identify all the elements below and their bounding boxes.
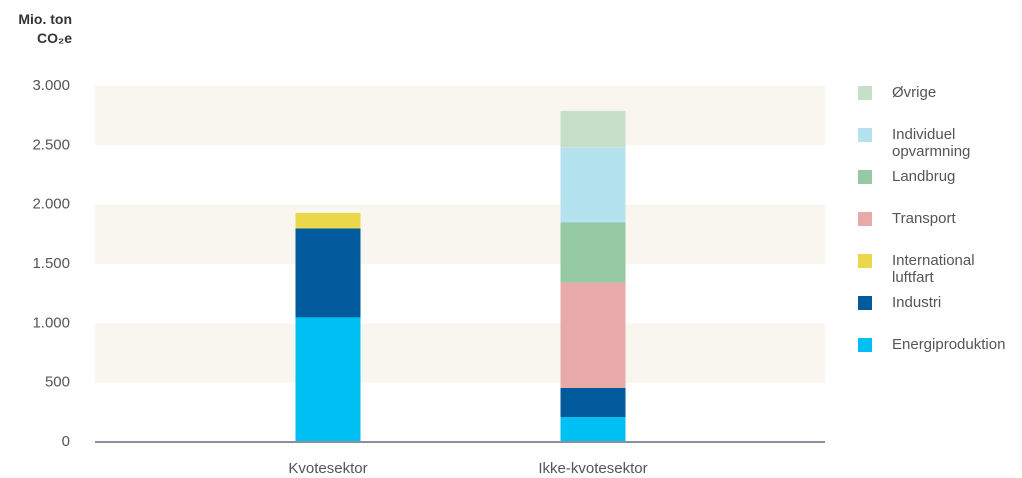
legend-label: Industri	[892, 294, 942, 311]
legend-swatch	[858, 170, 872, 184]
legend-label: International luftfart	[892, 252, 975, 286]
bar-segment	[295, 212, 361, 229]
y-tick-label: 1.500	[32, 255, 70, 272]
bar-segment	[560, 282, 626, 389]
bar-segment	[295, 228, 361, 318]
grid-band	[95, 86, 825, 146]
legend-label: Transport	[892, 210, 956, 227]
y-tick-label: 500	[45, 374, 70, 391]
bar-segment	[560, 388, 626, 418]
grid-band	[95, 204, 825, 264]
legend-swatch	[858, 128, 872, 142]
y-tick-label: 2.000	[32, 196, 70, 213]
bar-segment	[295, 317, 361, 442]
y-tick-label: 1.000	[32, 314, 70, 331]
legend-swatch	[858, 296, 872, 310]
legend: Øvrige Individuel opvarmning Landbrug Trans…	[858, 84, 1018, 378]
bar-segment	[560, 110, 626, 148]
legend-label: Landbrug	[892, 168, 956, 185]
legend-item: Transport	[858, 210, 1018, 252]
bar-segment	[560, 147, 626, 223]
bar-segment	[560, 222, 626, 283]
grid-band	[95, 323, 825, 383]
legend-item: Øvrige	[858, 84, 1018, 126]
legend-label: Energiproduktion	[892, 336, 1006, 353]
y-axis-title: Mio. ton CO₂e	[18, 11, 72, 46]
y-tick-label: 0	[62, 433, 70, 450]
legend-swatch	[858, 212, 872, 226]
legend-item: Landbrug	[858, 168, 1018, 210]
legend-item: Industri	[858, 294, 1018, 336]
legend-label: Individuel opvarmning	[892, 126, 971, 160]
legend-item: International luftfart	[858, 252, 1018, 294]
legend-swatch	[858, 254, 872, 268]
legend-item: Individuel opvarmning	[858, 126, 1018, 168]
y-tick-label: 3.000	[32, 77, 70, 94]
y-tick-label: 2.500	[32, 136, 70, 153]
x-tick-label: Ikke-kvotesektor	[538, 460, 647, 477]
legend-item: Energiproduktion	[858, 336, 1018, 378]
bar-segment	[560, 417, 626, 442]
x-tick-label: Kvotesektor	[288, 460, 367, 477]
legend-swatch	[858, 338, 872, 352]
legend-label: Øvrige	[892, 84, 937, 101]
legend-swatch	[858, 86, 872, 100]
